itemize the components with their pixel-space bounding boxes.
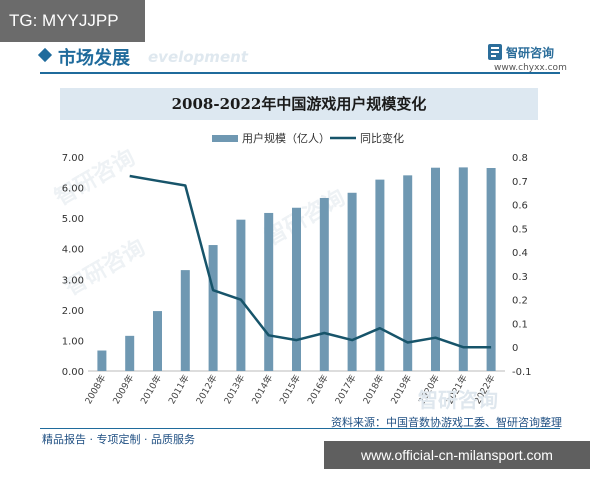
- bar-series: [97, 167, 496, 371]
- bar: [264, 212, 274, 371]
- bar: [347, 192, 357, 371]
- bar: [319, 197, 329, 371]
- left-tick-label: 5.00: [62, 214, 84, 225]
- right-axis: -0.1 0 0.1 0.2 0.3 0.4 0.5 0.6 0.7 0.8: [512, 153, 532, 378]
- bar: [431, 167, 440, 371]
- bar: [180, 270, 190, 371]
- url-overlay: www.official-cn-milansport.com: [324, 441, 590, 469]
- bar: [125, 335, 135, 371]
- bar: [486, 168, 496, 371]
- right-tick-label: 0.4: [512, 248, 528, 259]
- left-tick-label: 6.00: [62, 184, 84, 195]
- right-tick-label: 0.5: [512, 224, 528, 235]
- legend-bar-label: 用户规模（亿人）: [242, 131, 330, 145]
- right-tick-label: 0.2: [512, 296, 528, 307]
- left-tick-label: 0.00: [62, 367, 84, 378]
- brand-logo-icon: [488, 44, 502, 60]
- legend-line-label: 同比变化: [360, 131, 404, 145]
- left-axis: 0.00 1.00 2.00 3.00 4.00 5.00 6.00 7.00: [62, 153, 84, 378]
- x-tick-label: 2014年: [249, 373, 275, 407]
- x-tick-label: 2018年: [360, 373, 386, 407]
- footer-divider: [40, 428, 560, 429]
- watermark-english: evelopment: [148, 48, 248, 66]
- watermark-brand: 智研咨询: [418, 388, 498, 412]
- right-tick-label: 0: [512, 343, 518, 354]
- yoy-line: [129, 174, 492, 349]
- left-tick-label: 1.00: [62, 336, 84, 347]
- x-tick-label: 2008年: [82, 373, 108, 407]
- diamond-icon: [37, 47, 53, 63]
- right-tick-label: 0.8: [512, 153, 528, 164]
- left-tick-label: 4.00: [62, 245, 84, 256]
- chart-legend: 用户规模（亿人） 同比变化: [212, 131, 404, 145]
- chart-title-band: 2008-2022年中国游戏用户规模变化: [60, 88, 538, 120]
- bar: [292, 207, 301, 371]
- bar: [153, 311, 162, 371]
- x-tick-label: 2010年: [138, 373, 164, 407]
- x-tick-label: 2017年: [332, 373, 358, 407]
- x-tick-label: 2009年: [110, 373, 136, 407]
- legend-bar-swatch: [212, 135, 238, 142]
- x-tick-label: 2019年: [388, 373, 414, 407]
- x-tick-label: 2011年: [166, 373, 192, 407]
- bar: [236, 219, 246, 371]
- brand-name: 智研咨询: [506, 46, 555, 60]
- right-tick-label: 0.6: [512, 201, 528, 212]
- bar: [208, 245, 218, 371]
- user-scale-chart: 用户规模（亿人） 同比变化 0.00 1.00 2.00 3.00 4.00 5.00 6.…: [62, 131, 532, 407]
- left-tick-label: 3.00: [62, 275, 84, 286]
- right-tick-label: -0.1: [512, 367, 532, 378]
- bar: [403, 175, 413, 371]
- right-tick-label: 0.3: [512, 272, 528, 283]
- chart-title: 2008-2022年中国游戏用户规模变化: [171, 95, 427, 113]
- x-tick-label: 2012年: [193, 373, 219, 407]
- x-tick-label: 2013年: [221, 373, 247, 407]
- brand-url: www.chyxx.com: [494, 63, 567, 73]
- section-title: 市场发展: [58, 48, 130, 69]
- bar: [458, 167, 468, 371]
- tg-badge: TG: MYYJJPP: [0, 0, 145, 42]
- source-note: 资料来源：中国音数协游戏工委、智研咨询整理: [331, 416, 562, 429]
- left-tick-label: 2.00: [62, 306, 84, 317]
- right-tick-label: 0.7: [512, 177, 528, 188]
- bar: [375, 179, 385, 371]
- x-tick-label: 2015年: [277, 373, 303, 407]
- right-tick-label: 0.1: [512, 319, 528, 330]
- bar: [97, 350, 107, 371]
- header-divider: [40, 72, 560, 74]
- x-tick-label: 2016年: [305, 373, 331, 407]
- footer-slogan: 精品报告 · 专项定制 · 品质服务: [42, 433, 195, 446]
- left-tick-label: 7.00: [62, 153, 84, 164]
